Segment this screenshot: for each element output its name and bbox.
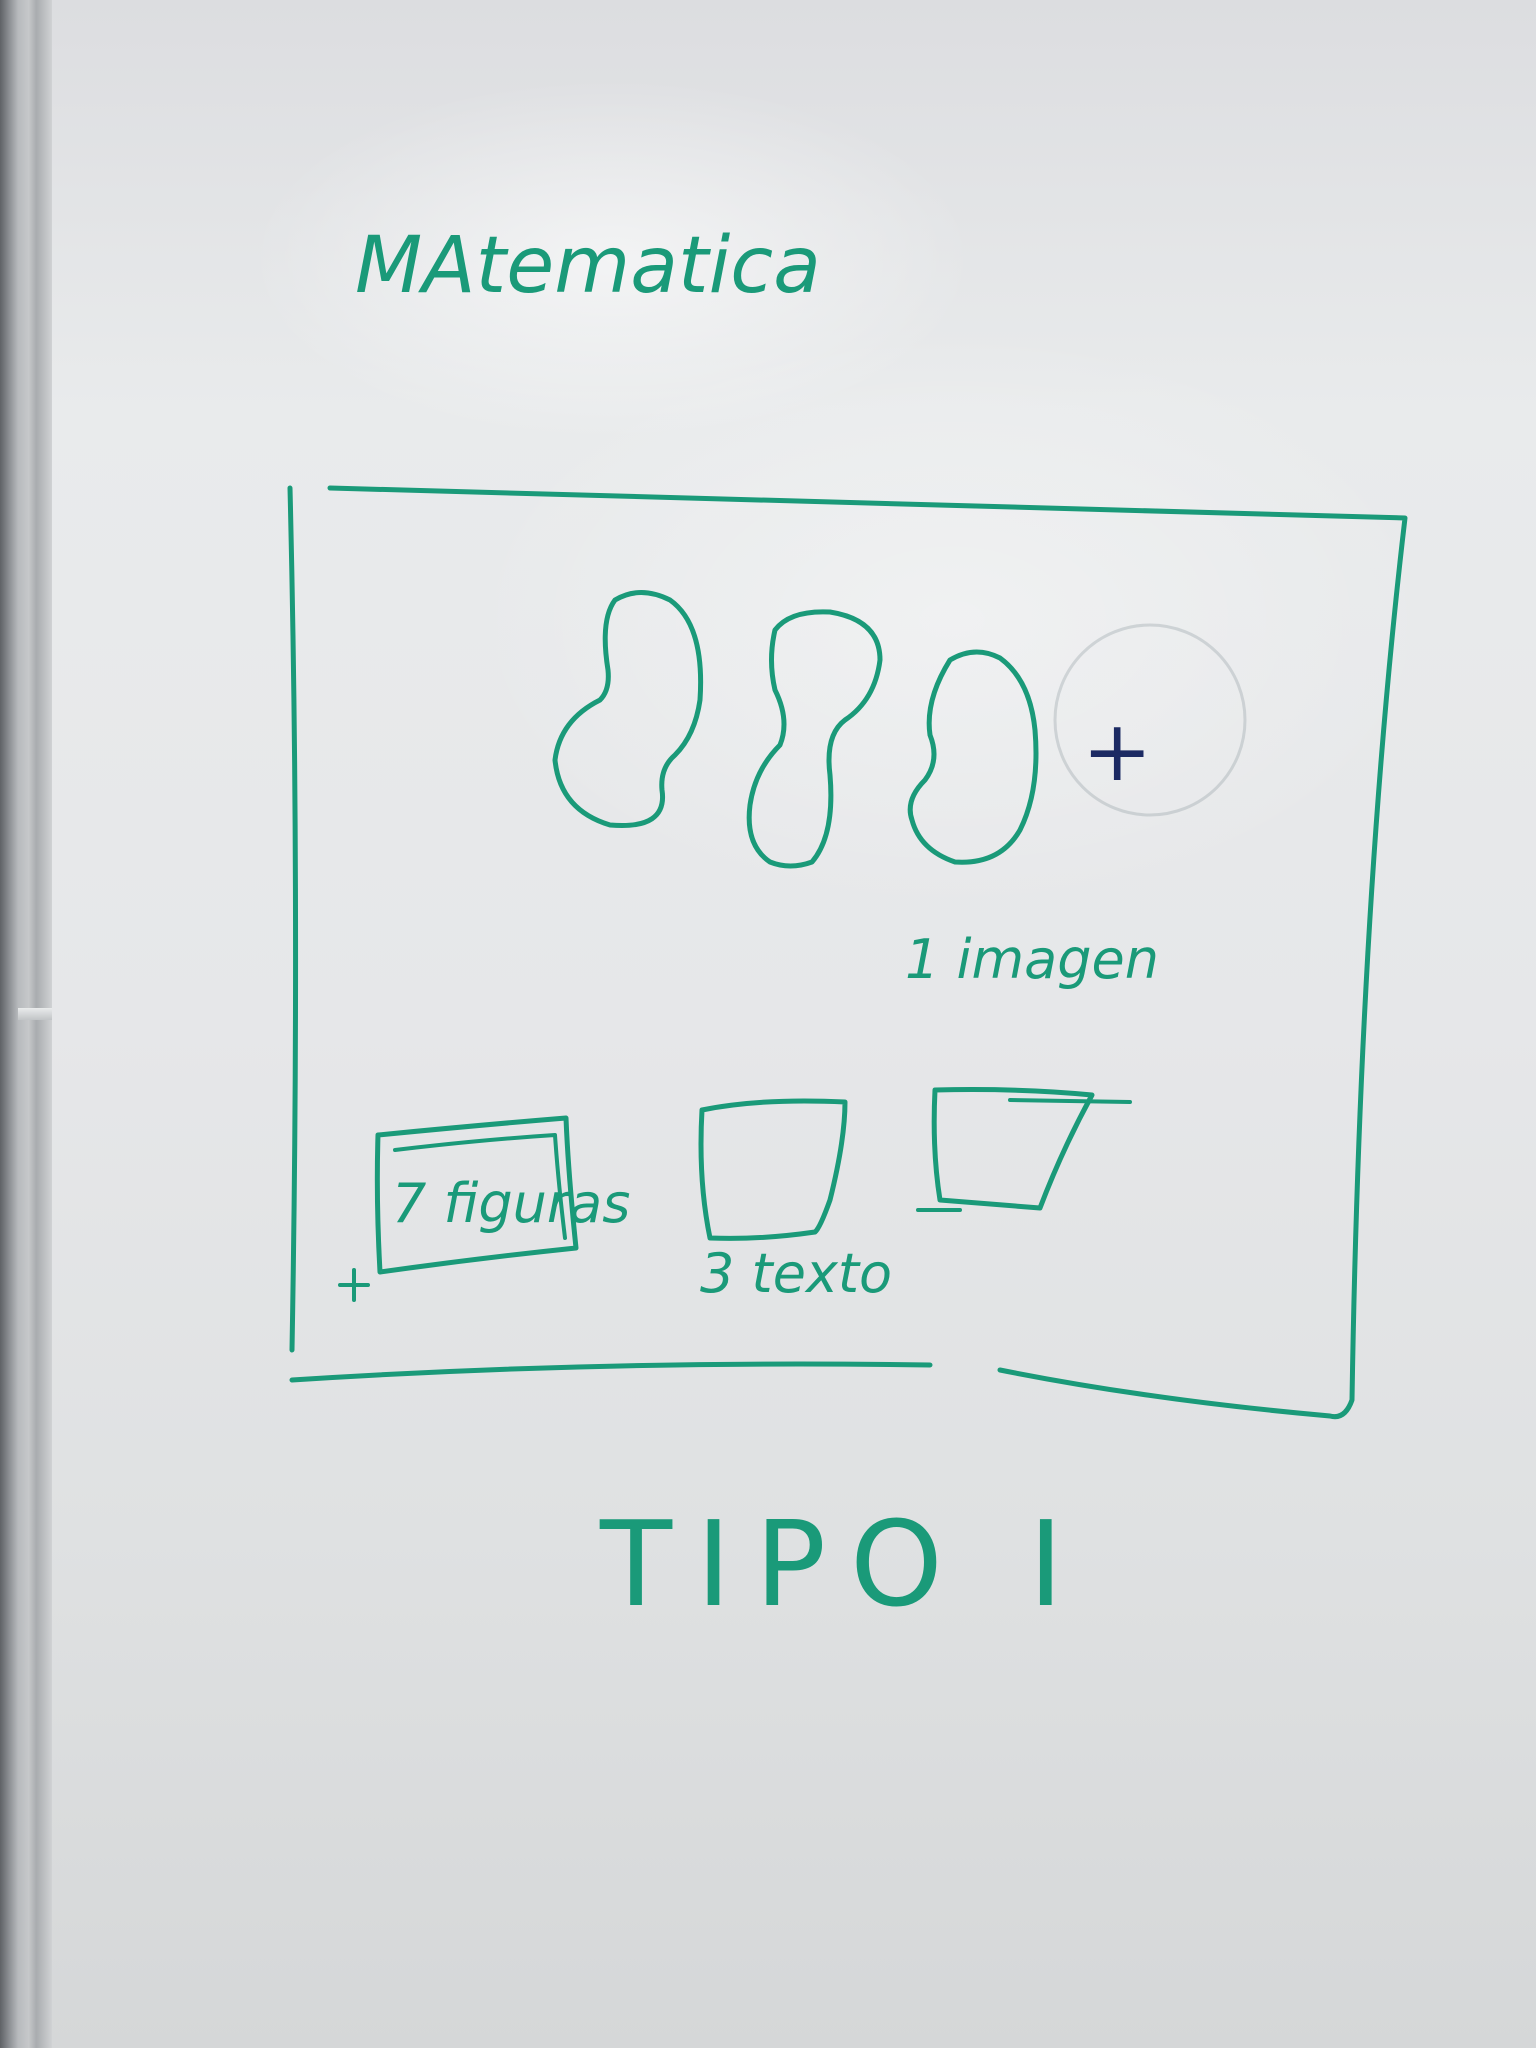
- text-box: [698, 1098, 848, 1241]
- plus-sign: +: [1082, 702, 1152, 800]
- blob-shape-2: [746, 609, 883, 869]
- heading-text: MAtematica: [355, 221, 821, 311]
- frame-joint: [18, 1008, 52, 1020]
- whiteboard-surface: [52, 0, 1536, 2048]
- label-7-figuras: 7 figuras: [392, 1172, 630, 1235]
- label-3-texto: 3 texto: [700, 1242, 892, 1305]
- crop-mark-right: [916, 1098, 1132, 1212]
- main-frame: [287, 485, 1408, 1420]
- footer-text: TIPO I: [599, 1495, 1087, 1633]
- crop-mark-left: [338, 1268, 370, 1302]
- blob-shape-1: [552, 590, 704, 829]
- label-1-imagen: 1 imagen: [905, 928, 1159, 991]
- ghost-circle: [1053, 623, 1247, 817]
- right-box: [931, 1087, 1095, 1211]
- whiteboard-frame: [0, 0, 52, 2048]
- figures-box-shadow: [393, 1133, 567, 1240]
- figures-box: [374, 1115, 579, 1275]
- blob-shape-3: [907, 649, 1039, 865]
